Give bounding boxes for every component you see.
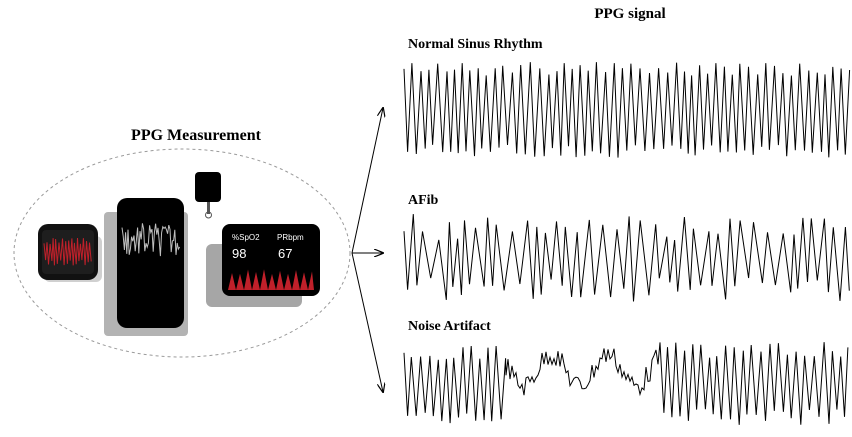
arrows xyxy=(351,108,383,392)
smartphone xyxy=(104,198,188,336)
fingertip-sensor xyxy=(195,172,221,219)
normal-sinus-label: Normal Sinus Rhythm xyxy=(408,37,543,52)
oximeter-red-waveform xyxy=(228,269,314,290)
ppg-signal-title: PPG signal xyxy=(594,6,665,22)
spo2-value: 98 xyxy=(232,246,246,261)
smartwatch xyxy=(38,224,102,282)
arrow-to-normal xyxy=(351,108,383,254)
watch-waveform xyxy=(43,237,92,266)
ppg-measurement-title: PPG Measurement xyxy=(131,127,262,144)
pulse-oximeter: %SpO2 PRbpm 98 67 xyxy=(206,224,320,307)
devices-ellipse xyxy=(13,148,351,358)
afib-waveform xyxy=(403,214,850,302)
phone-waveform xyxy=(121,223,181,257)
noise-artifact-label: Noise Artifact xyxy=(408,319,491,334)
pr-value: 67 xyxy=(278,246,292,261)
pr-label: PRbpm xyxy=(277,233,304,242)
spo2-label: %SpO2 xyxy=(232,233,260,242)
arrow-to-noise xyxy=(351,252,383,392)
normal-sinus-waveform xyxy=(403,62,851,158)
afib-label: AFib xyxy=(408,193,439,208)
noise-artifact-waveform xyxy=(403,342,849,425)
